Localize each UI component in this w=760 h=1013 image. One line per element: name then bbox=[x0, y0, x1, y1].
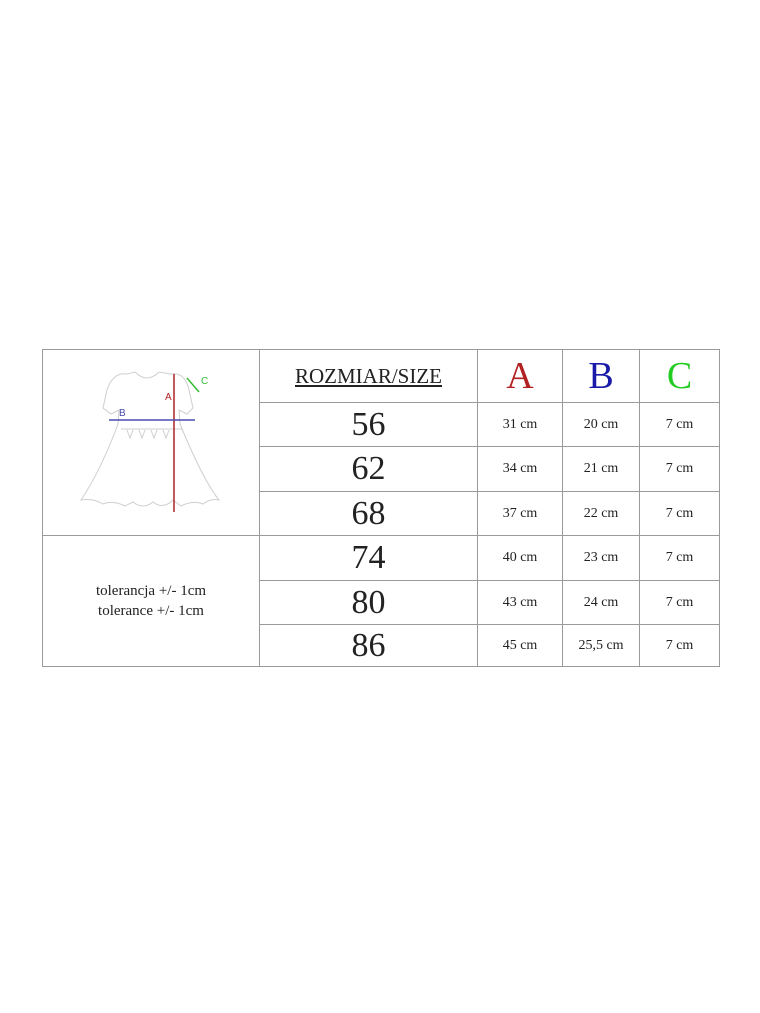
b-value: 22 cm bbox=[562, 491, 640, 536]
a-value: 40 cm bbox=[477, 535, 563, 581]
c-value: 7 cm bbox=[639, 624, 720, 667]
c-value: 7 cm bbox=[639, 446, 720, 493]
a-value: 43 cm bbox=[477, 580, 563, 625]
label-a: A bbox=[165, 392, 172, 403]
size-value: 74 bbox=[259, 535, 478, 581]
size-value: 86 bbox=[259, 624, 478, 667]
a-value: 45 cm bbox=[477, 624, 563, 667]
table-row: 80 43 cm 24 cm 7 cm bbox=[43, 580, 720, 625]
tolerance-en: tolerance +/- 1cm bbox=[98, 603, 204, 619]
b-value: 20 cm bbox=[562, 402, 640, 448]
b-value: 25,5 cm bbox=[562, 624, 640, 667]
c-value: 7 cm bbox=[639, 402, 720, 448]
header-row: A B C ROZMIAR/SIZE A B C bbox=[42, 348, 720, 536]
dress-diagram-icon: A B C bbox=[79, 371, 221, 512]
size-value: 68 bbox=[259, 491, 478, 536]
size-value: 80 bbox=[259, 580, 478, 625]
c-value: 7 cm bbox=[639, 535, 720, 581]
size-header: ROZMIAR/SIZE bbox=[259, 348, 478, 404]
c-value: 7 cm bbox=[639, 580, 720, 625]
table-row: 68 37 cm 22 cm 7 cm bbox=[43, 491, 720, 536]
b-value: 23 cm bbox=[562, 535, 640, 581]
size-value: 62 bbox=[259, 446, 478, 493]
a-value: 31 cm bbox=[477, 402, 563, 448]
b-value: 21 cm bbox=[562, 446, 640, 493]
column-b-header: B bbox=[562, 348, 640, 404]
c-value: 7 cm bbox=[639, 491, 720, 536]
label-c: C bbox=[201, 376, 208, 387]
column-c-header: C bbox=[639, 348, 720, 404]
b-value: 24 cm bbox=[562, 580, 640, 625]
a-value: 37 cm bbox=[477, 491, 563, 536]
column-a-header: A bbox=[477, 348, 563, 404]
dress-diagram-cell: A B C bbox=[42, 349, 260, 536]
size-value: 56 bbox=[259, 402, 478, 448]
table-row: 62 34 cm 21 cm 7 cm bbox=[43, 446, 720, 493]
tolerance-pl: tolerancja +/- 1cm bbox=[95, 583, 207, 599]
table-row: 86 45 cm 25,5 cm 7 cm bbox=[43, 624, 720, 667]
tolerance-note: tolerancja +/- 1cm tolerance +/- 1cm bbox=[42, 535, 260, 667]
label-b: B bbox=[119, 408, 126, 419]
size-chart-table: A B C ROZMIAR/SIZE A B C 56 31 cm 20 cm … bbox=[42, 348, 720, 667]
table-row: tolerancja +/- 1cm tolerance +/- 1cm 74 … bbox=[42, 535, 720, 667]
a-value: 34 cm bbox=[477, 446, 563, 493]
